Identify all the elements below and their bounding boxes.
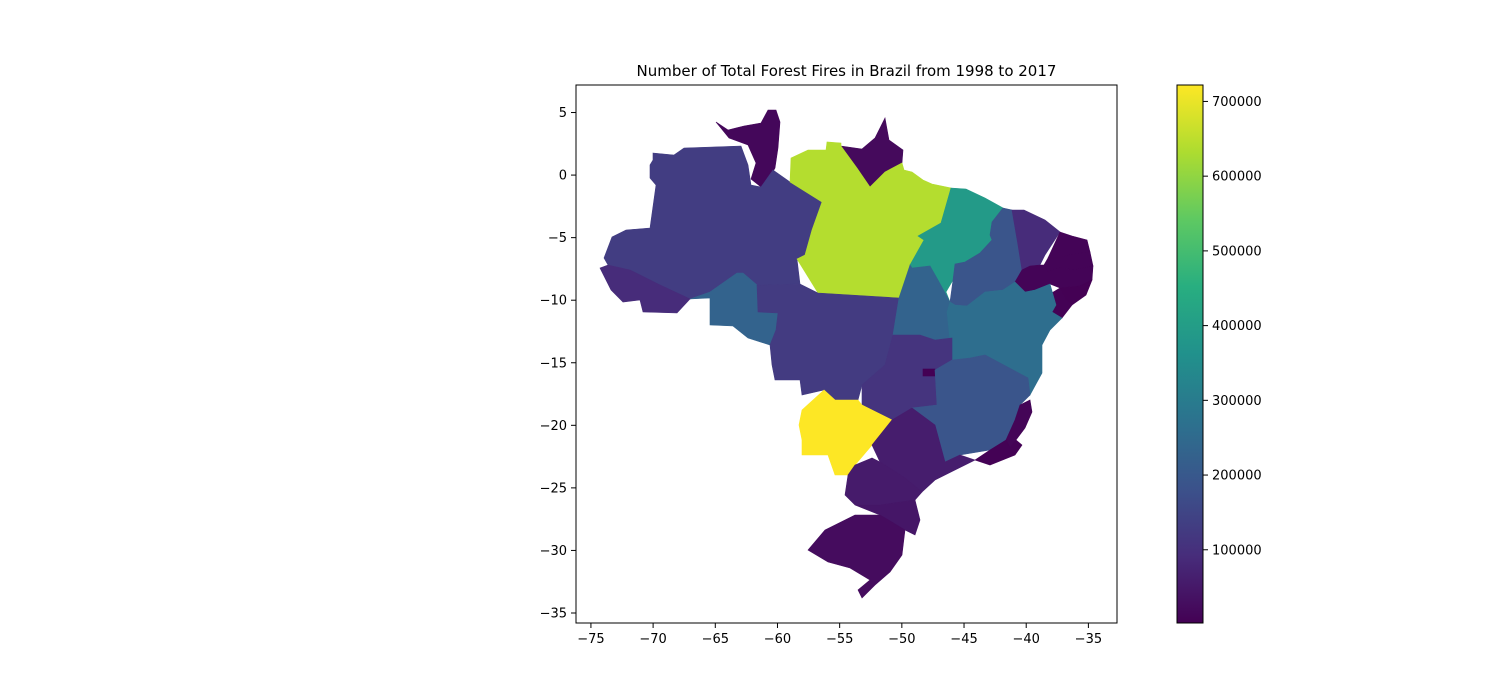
colorbar-tick-label: 200000 <box>1212 469 1262 484</box>
x-tick-label: −55 <box>826 632 853 647</box>
x-tick-label: −50 <box>888 632 915 647</box>
colorbar-tick-label: 500000 <box>1212 244 1262 259</box>
x-tick-label: −45 <box>950 632 977 647</box>
y-axis: 5 0 −5 −10 −15 −20 −25 −30 −35 <box>540 106 576 621</box>
state-acre[interactable] <box>599 264 691 314</box>
x-tick-label: −75 <box>577 632 604 647</box>
x-tick-label: −65 <box>702 632 729 647</box>
colorbar-tick-label: 300000 <box>1212 394 1262 409</box>
colorbar-tick-label: 100000 <box>1212 543 1262 558</box>
x-axis: −75 −70 −65 −60 −55 −50 −45 −40 −35 <box>577 623 1102 647</box>
x-tick-label: −40 <box>1012 632 1039 647</box>
x-tick-label: −35 <box>1075 632 1102 647</box>
y-tick-label: −15 <box>540 356 567 371</box>
y-tick-label: −25 <box>540 481 567 496</box>
states-layer <box>599 109 1094 599</box>
y-tick-label: −30 <box>540 544 567 559</box>
x-tick-label: −60 <box>764 632 791 647</box>
chart-title: Number of Total Forest Fires in Brazil f… <box>637 62 1057 80</box>
state-para[interactable] <box>789 141 952 299</box>
y-tick-label: 5 <box>559 106 567 121</box>
state-roraima[interactable] <box>715 109 781 188</box>
state-distrito-federal[interactable] <box>922 368 936 377</box>
state-ceara[interactable] <box>1011 209 1061 271</box>
y-tick-label: −5 <box>548 231 567 246</box>
plot-frame <box>575 84 1118 624</box>
colorbar <box>1176 84 1204 624</box>
colorbar-tick-label: 400000 <box>1212 319 1262 334</box>
y-tick-label: −35 <box>540 606 567 621</box>
state-rio-de-janeiro[interactable] <box>974 439 1023 466</box>
colorbar-tick-label: 700000 <box>1212 95 1262 110</box>
colorbar-tick-label: 600000 <box>1212 170 1262 185</box>
y-tick-label: 0 <box>559 169 567 184</box>
y-tick-label: −20 <box>540 419 567 434</box>
y-tick-label: −10 <box>540 294 567 309</box>
state-rio-grande-do-sul[interactable] <box>807 514 906 599</box>
colorbar-axis: 100000 200000 300000 400000 500000 600000 7000… <box>1203 95 1262 558</box>
x-tick-label: −70 <box>639 632 666 647</box>
